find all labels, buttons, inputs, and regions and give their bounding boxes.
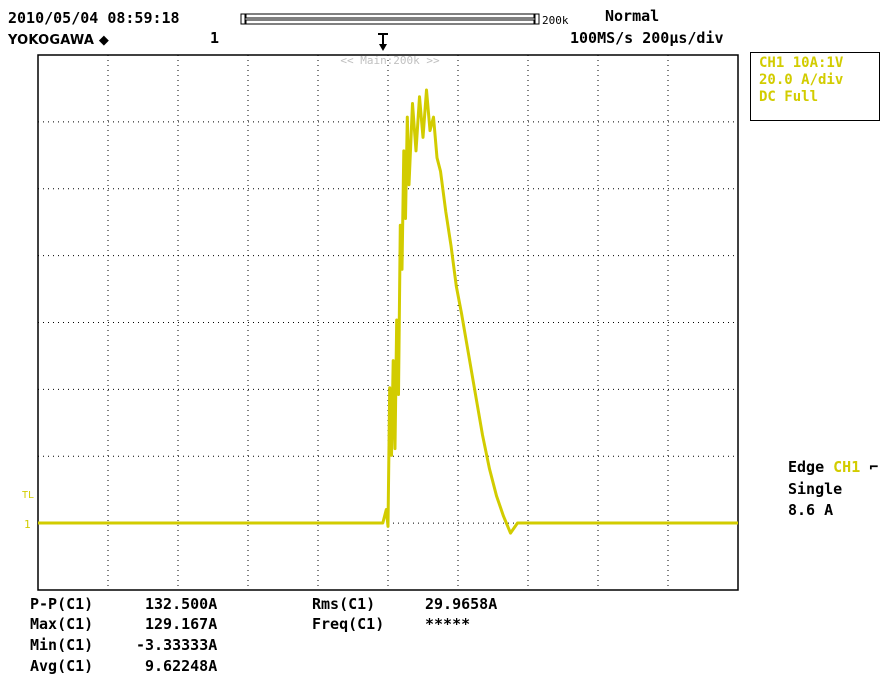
channel-info-box: CH1 10A:1V 20.0 A/div DC Full <box>750 52 880 121</box>
brand-name: YOKOGAWA <box>8 33 95 48</box>
datetime: 2010/05/04 08:59:18 <box>8 9 180 27</box>
trigger-single: Single <box>788 480 843 498</box>
meas-max-label: Max(C1) <box>30 615 94 633</box>
brand-diamond-icon: ◆ <box>98 33 110 48</box>
meas-rms-label: Rms(C1) <box>312 595 376 613</box>
trigger-level-marker: TL <box>22 490 34 501</box>
ground-marker: 1 <box>24 518 31 531</box>
sample-rate-timebase: 100MS/s 200µs/div <box>570 29 724 47</box>
meas-rms-value: 29.9658A <box>425 595 498 613</box>
meas-min-label: Min(C1) <box>30 636 94 654</box>
record-bar-left-bracket <box>240 13 246 25</box>
meas-pp-label: P-P(C1) <box>30 595 94 613</box>
acquisition-count: 1 <box>210 29 220 47</box>
channel-info-line2: 20.0 A/div <box>759 72 844 88</box>
waveform-line <box>38 88 738 535</box>
trigger-level: 8.6 A <box>788 501 834 519</box>
meas-avg-value: 9.62248A <box>145 657 218 675</box>
record-bar <box>240 13 540 25</box>
record-bar-top <box>245 13 535 19</box>
trigger-mode: Normal <box>605 7 660 25</box>
meas-min-value: -3.33333A <box>136 636 218 654</box>
zoom-label: << Main:200k >> <box>340 54 440 67</box>
meas-max-value: 129.167A <box>145 615 218 633</box>
level-markers: TL 1 <box>22 490 34 531</box>
trigger-type: Edge <box>788 458 825 476</box>
meas-freq-label: Freq(C1) <box>312 615 385 633</box>
record-bar-right-bracket <box>534 13 540 25</box>
meas-avg-label: Avg(C1) <box>30 657 94 675</box>
waveform-trace <box>38 88 738 535</box>
record-bar-bottom <box>245 19 535 25</box>
channel-info-line3: DC Full <box>759 89 819 105</box>
trigger-info: Edge CH1 ⌐ <box>788 459 878 476</box>
record-length: 200k <box>542 14 569 27</box>
meas-pp-value: 132.500A <box>145 595 218 613</box>
brand-logo: YOKOGAWA ◆ <box>8 33 109 49</box>
channel-info-line1: CH1 10A:1V <box>759 55 844 71</box>
falling-edge-icon: ⌐ <box>869 458 879 476</box>
trigger-position-icon <box>378 33 388 51</box>
trigger-source: CH1 <box>833 458 861 476</box>
meas-freq-value: ***** <box>425 615 471 633</box>
